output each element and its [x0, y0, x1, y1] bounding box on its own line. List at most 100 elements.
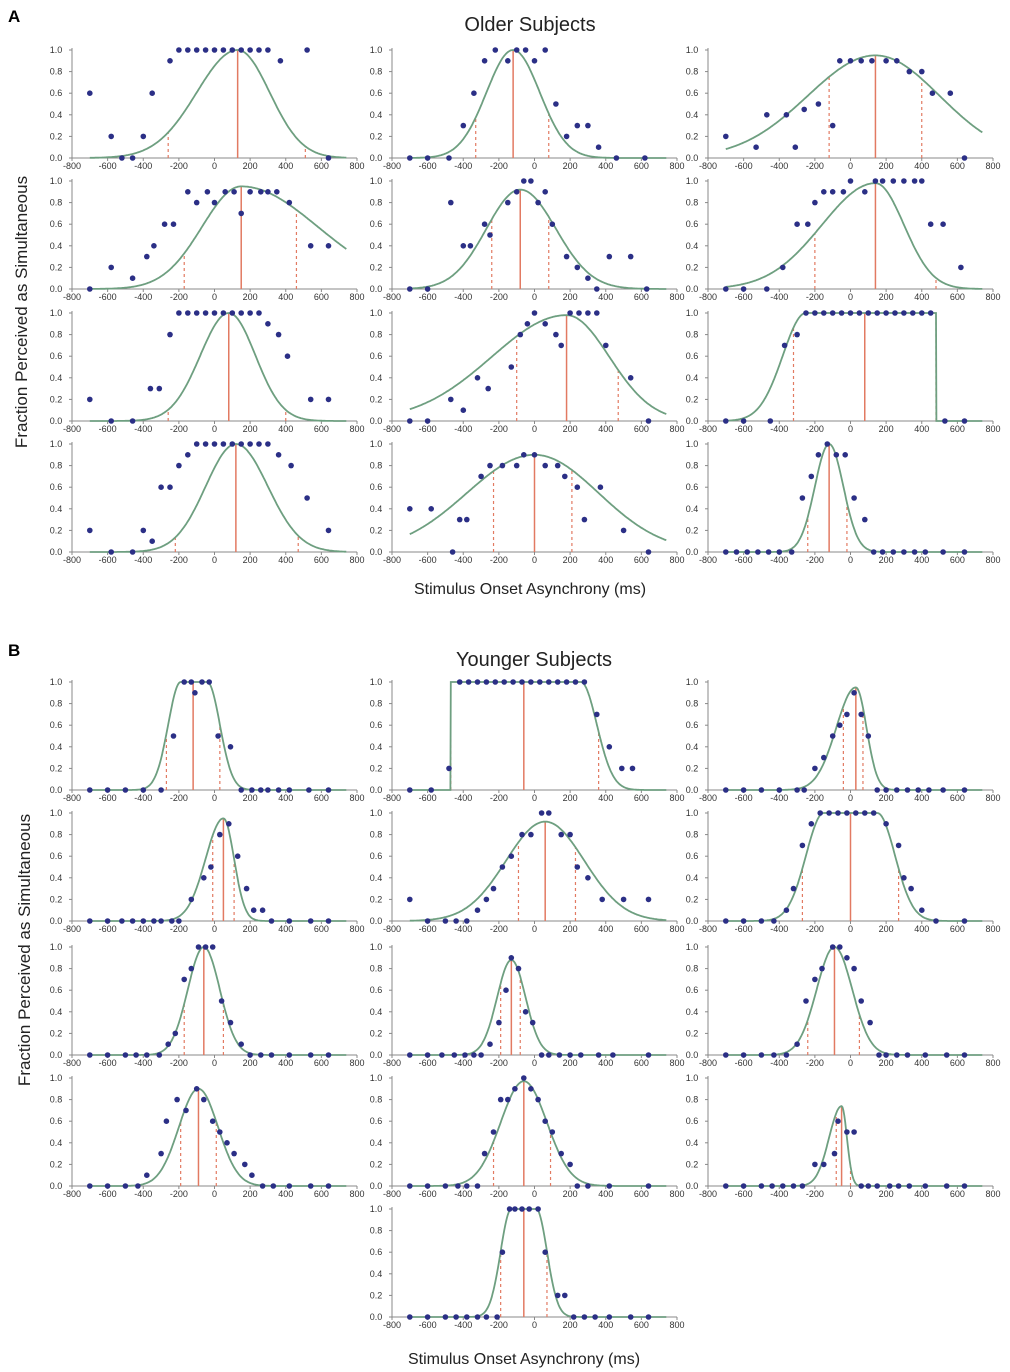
- y-tick-label: 0.8: [686, 461, 699, 471]
- data-point: [723, 418, 729, 424]
- data-point: [193, 441, 200, 447]
- x-tick-label: 0: [212, 424, 217, 434]
- y-tick-label: 0.6: [370, 985, 383, 995]
- data-point: [227, 744, 234, 750]
- fit-curve: [725, 686, 983, 791]
- x-tick-label: 800: [349, 1058, 364, 1068]
- data-point: [821, 310, 827, 316]
- data-point: [506, 1206, 513, 1212]
- data-point: [874, 787, 880, 793]
- x-tick-label: 400: [278, 555, 293, 565]
- x-tick-label: 0: [532, 1320, 537, 1330]
- data-point: [581, 1314, 588, 1320]
- y-tick-label: 0.0: [50, 153, 63, 163]
- data-point: [819, 965, 825, 972]
- data-point: [201, 1096, 207, 1103]
- data-point: [554, 462, 561, 469]
- data-point: [119, 918, 125, 924]
- x-tick-label: 400: [278, 1189, 293, 1199]
- data-point: [87, 1052, 93, 1058]
- data-point: [620, 896, 627, 903]
- data-point: [838, 310, 845, 316]
- x-tick-label: -800: [383, 424, 401, 434]
- x-tick-label: 600: [314, 161, 329, 171]
- data-point: [508, 853, 515, 859]
- y-tick-label: 0.2: [370, 894, 383, 904]
- data-point: [87, 1183, 93, 1189]
- data-point: [286, 787, 293, 793]
- data-point: [519, 679, 525, 685]
- data-point: [554, 679, 561, 685]
- y-tick-label: 1.0: [686, 176, 699, 186]
- y-tick-label: 0.2: [50, 525, 63, 535]
- data-point: [220, 441, 227, 447]
- data-point: [464, 918, 470, 924]
- y-tick-label: 0.0: [686, 416, 699, 426]
- data-point: [497, 1096, 504, 1103]
- y-tick-label: 1.0: [370, 439, 383, 449]
- data-point: [821, 189, 827, 195]
- y-tick-label: 0.2: [686, 262, 699, 272]
- data-point: [460, 407, 467, 414]
- data-point: [894, 58, 900, 64]
- x-tick-label: -600: [735, 555, 753, 565]
- y-tick-label: 1.0: [686, 308, 699, 318]
- data-point: [801, 106, 807, 113]
- x-tick-label: -800: [63, 924, 81, 934]
- data-point: [929, 90, 936, 96]
- data-point: [407, 1052, 413, 1058]
- data-point: [325, 1183, 332, 1189]
- data-point: [812, 1161, 818, 1168]
- x-tick-label: 600: [634, 1058, 649, 1068]
- data-point: [558, 831, 564, 838]
- y-tick-label: 0.6: [370, 219, 383, 229]
- x-tick-label: 200: [879, 1058, 894, 1068]
- x-tick-label: 0: [532, 1058, 537, 1068]
- data-point: [515, 965, 522, 972]
- x-tick-label: -800: [63, 292, 81, 302]
- y-tick-label: 0.8: [370, 1226, 383, 1236]
- data-point: [919, 68, 925, 75]
- data-point: [758, 1183, 765, 1189]
- x-tick-label: 600: [634, 424, 649, 434]
- x-tick-label: 800: [349, 793, 364, 803]
- data-point: [521, 1075, 527, 1081]
- data-point: [211, 47, 218, 53]
- x-tick-label: -800: [63, 555, 81, 565]
- data-point: [172, 1030, 179, 1037]
- data-point: [87, 396, 93, 403]
- y-tick-label: 0.6: [686, 219, 699, 229]
- data-point: [961, 155, 968, 161]
- data-point: [307, 396, 314, 403]
- data-point: [526, 1206, 532, 1212]
- subplot-a-1: 0.0 0.2 0.4 0.6 0.8 1.0 -800 -600 -400 -200 0 200 40…: [50, 45, 365, 171]
- data-point: [892, 310, 898, 316]
- data-point: [904, 787, 911, 793]
- data-point: [496, 1019, 502, 1026]
- data-point: [538, 1052, 545, 1058]
- data-point: [558, 342, 564, 349]
- x-tick-label: -600: [419, 292, 437, 302]
- y-tick-label: 0.6: [50, 851, 63, 861]
- y-tick-label: 0.0: [50, 284, 63, 294]
- y-tick-label: 0.6: [50, 720, 63, 730]
- data-point: [259, 907, 266, 913]
- data-point: [740, 1183, 747, 1189]
- x-tick-label: -200: [170, 424, 188, 434]
- subplot-a-11: 0.0 0.2 0.4 0.6 0.8 1.0 -800 -600 -400 -200 0 200 40…: [370, 439, 685, 565]
- x-tick-label: 600: [634, 793, 649, 803]
- x-tick-label: 600: [950, 555, 965, 565]
- x-tick-label: -200: [490, 793, 508, 803]
- data-point: [231, 1150, 237, 1157]
- y-tick-label: 1.0: [50, 942, 63, 952]
- data-point: [812, 199, 818, 206]
- x-tick-label: 400: [914, 924, 929, 934]
- x-tick-label: -200: [170, 555, 188, 565]
- y-tick-label: 0.4: [370, 241, 383, 251]
- data-point: [270, 1183, 277, 1189]
- data-point: [204, 189, 211, 195]
- data-point: [771, 1052, 777, 1058]
- data-point: [471, 90, 477, 96]
- data-point: [487, 462, 493, 469]
- data-point: [424, 286, 431, 292]
